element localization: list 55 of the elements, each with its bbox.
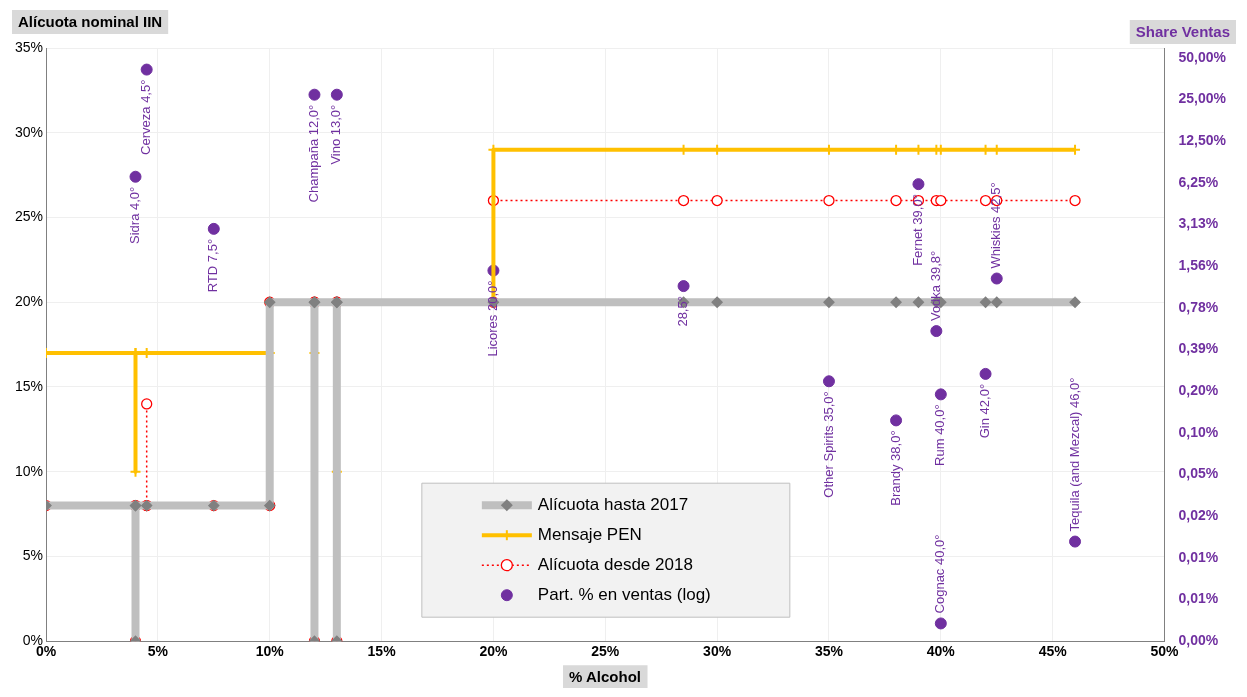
annotation: Gin 42,0° [977, 383, 993, 439]
x-tick-label: 25% [591, 643, 620, 660]
y-tick-label: 20% [14, 293, 44, 310]
y2-axis-title: Share Ventas [1135, 23, 1230, 41]
x-tick-label: 5% [147, 643, 169, 660]
x-tick-label: 50% [1150, 643, 1180, 660]
x-tick-label: 45% [1038, 643, 1068, 660]
x-tick-label: 20% [479, 643, 508, 660]
x-tick-label: 10% [255, 643, 285, 660]
annotation: Licores 20,0° [485, 280, 500, 357]
annotation: Other Spirits 35,0° [820, 391, 836, 498]
y2-tick-label: 0,20% [1178, 381, 1219, 398]
y2-tick-label: 0,00% [1178, 632, 1219, 649]
y-tick-label: 5% [22, 547, 44, 564]
y-tick-label: 25% [14, 208, 44, 225]
y-tick-label: 35% [14, 38, 44, 55]
y2-tick-label: 1,56% [1178, 256, 1219, 273]
y2-tick-label: 12,50% [1178, 131, 1227, 148]
y2-tick-label: 3,13% [1178, 215, 1219, 232]
y-axis-title: Alícuota nominal IIN [18, 13, 163, 31]
legend-label: Mensaje PEN [537, 524, 642, 544]
y2-tick-label: 0,01% [1178, 590, 1219, 607]
y2-tick-label: 50,00% [1178, 48, 1227, 65]
annotation: Brandy 38,0° [887, 430, 903, 506]
annotation: Vodka 39,8° [927, 250, 943, 322]
annotation: Tequila (and Mezcal) 46,0° [1066, 377, 1082, 532]
y-tick-label: 10% [14, 462, 44, 479]
legend-label: Alícuota desde 2018 [537, 554, 693, 574]
y2-tick-label: 0,02% [1178, 507, 1219, 524]
x-tick-label: 35% [814, 643, 844, 660]
y-tick-label: 30% [14, 123, 44, 140]
y2-tick-label: 0,39% [1178, 340, 1219, 357]
legend-label: Part. % en ventas (log) [537, 584, 711, 604]
x-tick-label: 40% [926, 643, 956, 660]
annotation: RTD 7,5° [205, 238, 221, 293]
annotation: Sidra 4,0° [127, 186, 143, 244]
y-tick-label: 15% [14, 377, 44, 394]
x-tick-label: 30% [703, 643, 732, 660]
x-axis-title: % Alcohol [569, 668, 641, 686]
y2-tick-label: 6,25% [1178, 173, 1219, 190]
y2-tick-label: 0,10% [1178, 423, 1219, 440]
annotation: Fernet 39,0° [910, 194, 926, 266]
annotation: 28,5° [675, 296, 691, 327]
y2-tick-label: 0,78% [1178, 298, 1219, 315]
y2-tick-label: 0,01% [1178, 548, 1219, 565]
annotation: Whiskies 42,5° [988, 182, 1004, 269]
y2-tick-label: 0,05% [1178, 465, 1219, 482]
annotation: Cerveza 4,5° [138, 79, 154, 155]
annotation: Champaña 12,0° [306, 104, 322, 203]
annotation: Rum 40,0° [932, 404, 948, 466]
annotation: Cognac 40,0° [932, 534, 948, 614]
legend-label: Alícuota hasta 2017 [537, 494, 689, 514]
y2-tick-label: 25,00% [1178, 90, 1227, 107]
x-tick-label: 15% [367, 643, 397, 660]
annotation: Vino 13,0° [328, 104, 344, 165]
